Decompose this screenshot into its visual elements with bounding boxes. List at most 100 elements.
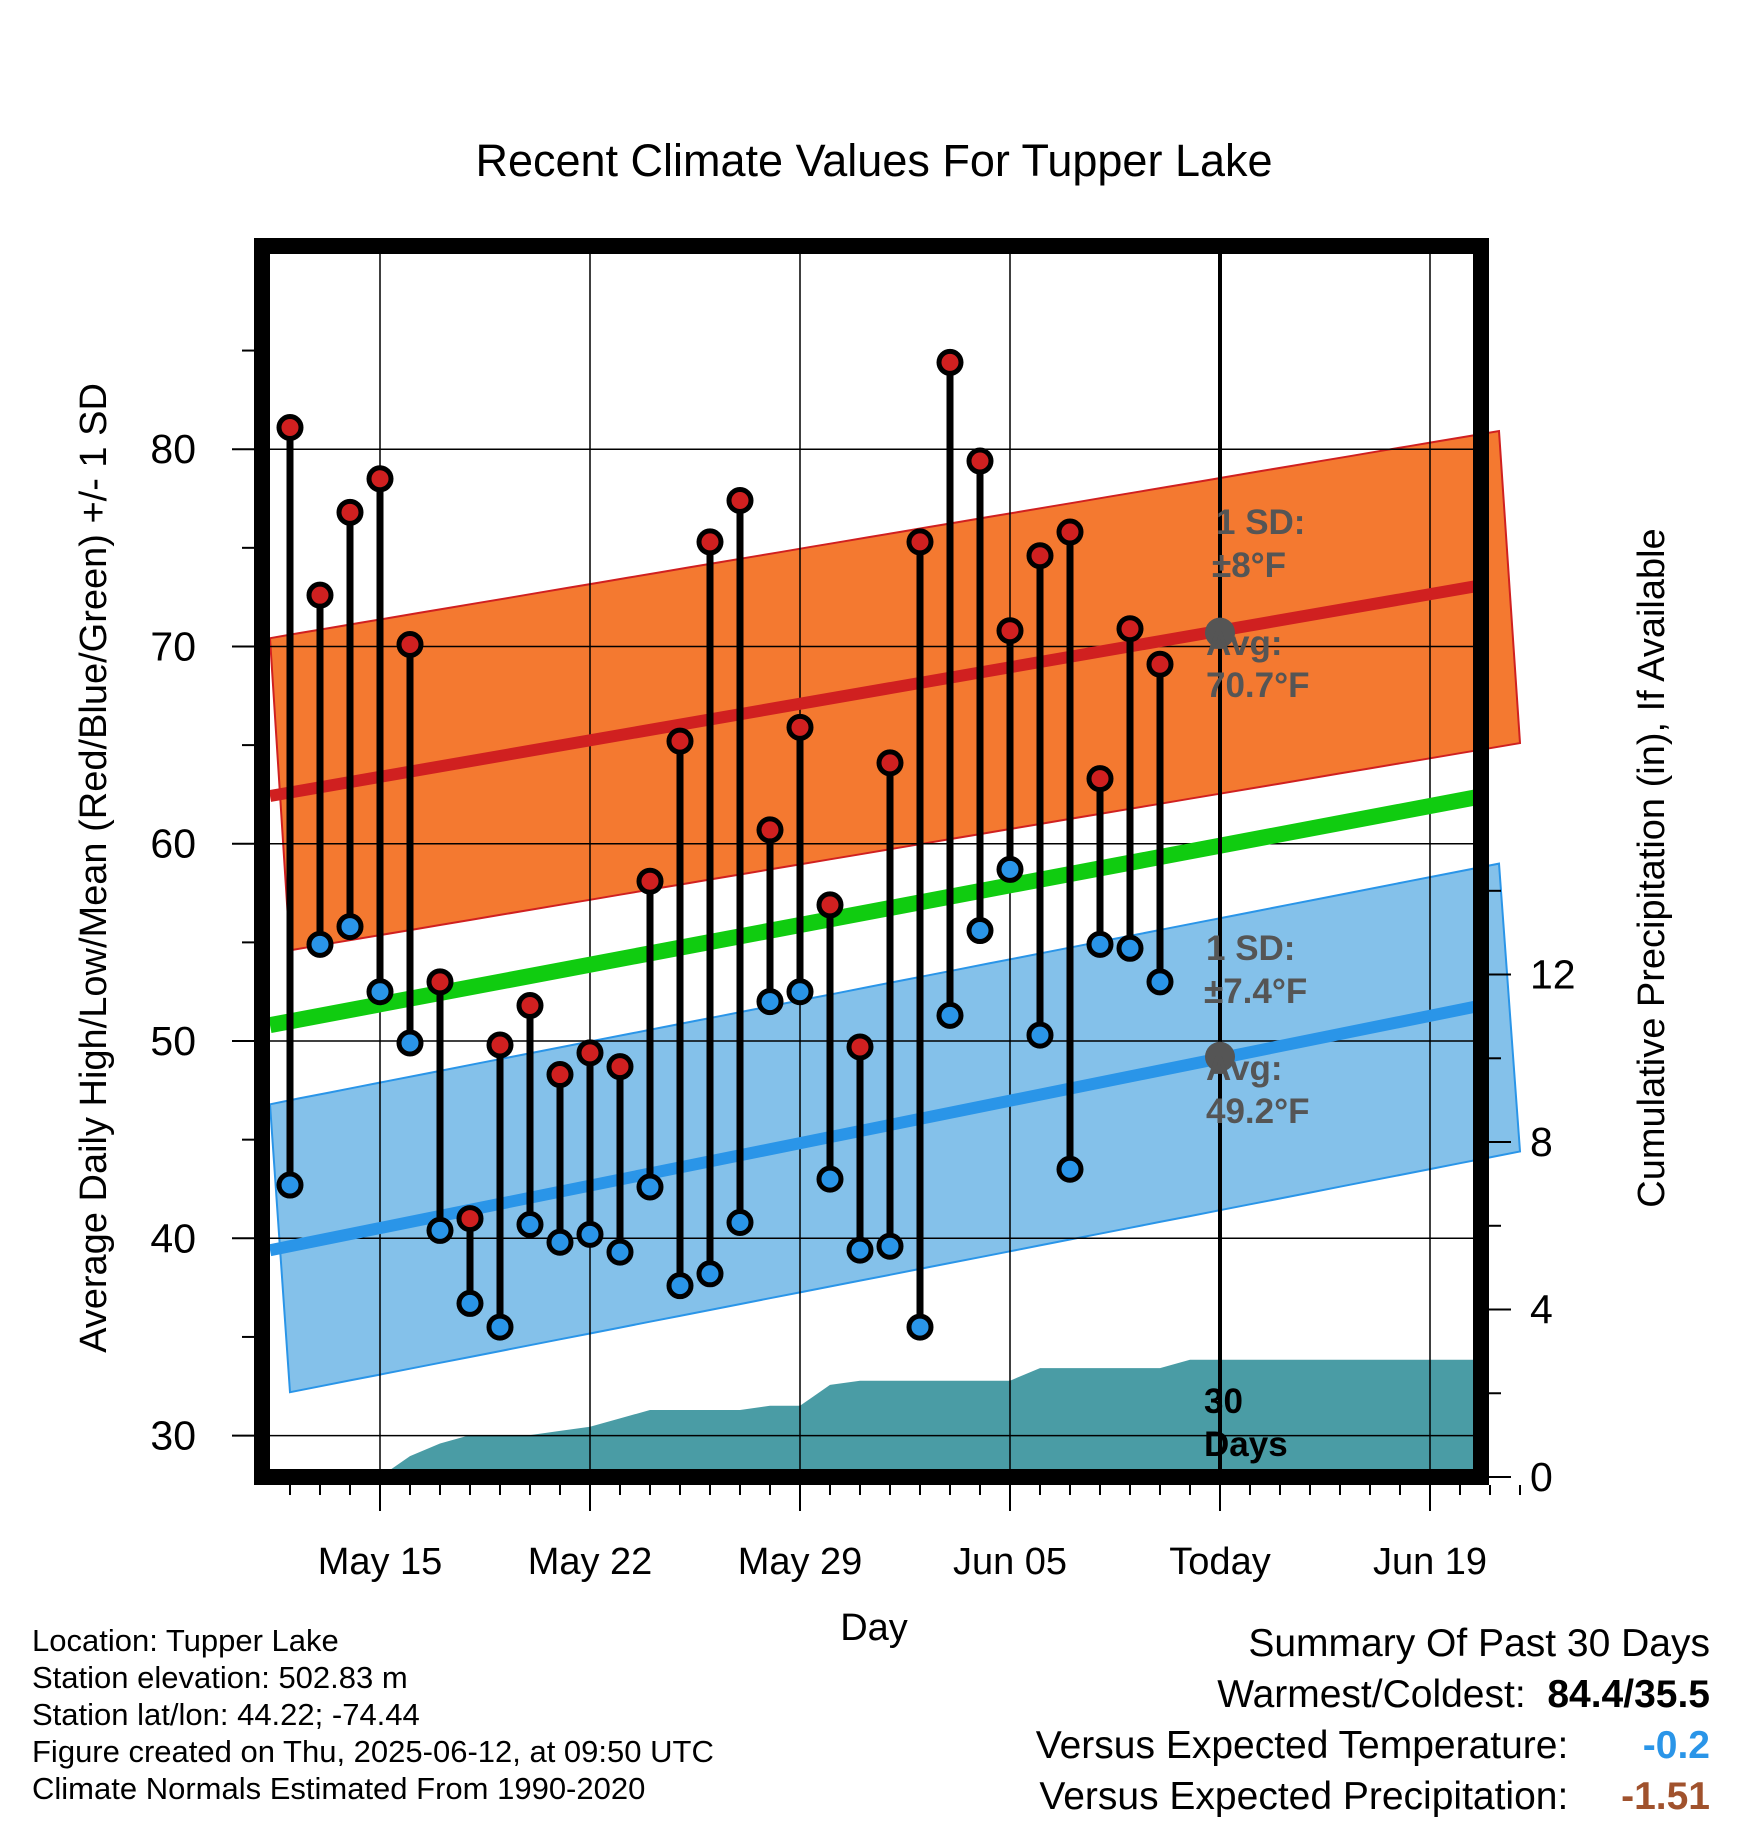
low-point [426, 1216, 454, 1244]
summary-title: Summary Of Past 30 Days [1248, 1622, 1710, 1665]
precip-label: Versus Expected Precipitation: [1039, 1775, 1569, 1818]
low-point [1116, 934, 1144, 962]
high-point [1026, 542, 1054, 570]
warmest-value: 84.4/35.5 [1547, 1673, 1710, 1716]
high-point [936, 348, 964, 376]
y2-tick-label: 4 [1530, 1287, 1553, 1333]
temp-value: -0.2 [1642, 1724, 1710, 1767]
y2-axis-label: Cumulative Precipitation (in), If Availa… [1631, 528, 1673, 1207]
low-point [996, 855, 1024, 883]
high-point [306, 581, 334, 609]
y-tick-label: 80 [150, 426, 196, 472]
normal-high-line [268, 579, 1483, 802]
high-point [456, 1205, 484, 1233]
low-point [1056, 1155, 1084, 1183]
high-point [276, 413, 304, 441]
precip-value: -1.51 [1621, 1775, 1710, 1818]
high-point [336, 498, 364, 526]
high-point [756, 816, 784, 844]
low-point [1026, 1021, 1054, 1049]
plot-frame [254, 238, 1489, 1485]
high-point [606, 1053, 634, 1081]
x-axis-label: Day [840, 1607, 908, 1649]
high-point [846, 1033, 874, 1061]
high-avg-value: 70.7°F [1206, 666, 1310, 705]
today-label-number: 30 [1204, 1382, 1243, 1421]
high-point [906, 528, 934, 556]
low-point [516, 1210, 544, 1238]
x-tick-label: May 22 [528, 1541, 653, 1583]
low-avg-value: 49.2°F [1206, 1092, 1310, 1131]
high-point [1146, 650, 1174, 678]
location-text: Location: Tupper Lake [32, 1623, 339, 1658]
y-tick-label: 30 [150, 1413, 196, 1459]
high-sd-value: ±8°F [1212, 546, 1286, 585]
low-point [576, 1220, 604, 1248]
low-point [276, 1171, 304, 1199]
temp-label: Versus Expected Temperature: [1035, 1724, 1569, 1767]
x-tick-label: Jun 19 [1373, 1541, 1487, 1583]
low-sd-value: ±7.4°F [1204, 972, 1307, 1011]
high-point [486, 1031, 514, 1059]
low-point [846, 1236, 874, 1264]
high-point [1086, 765, 1114, 793]
high-point [1116, 615, 1144, 643]
y2-tick-label: 0 [1530, 1454, 1553, 1500]
low-avg-label: Avg: [1206, 1049, 1282, 1088]
y-tick-label: 60 [150, 821, 196, 867]
low-point [486, 1313, 514, 1341]
normals-text: Climate Normals Estimated From 1990-2020 [32, 1771, 646, 1806]
x-tick-label: May 29 [738, 1541, 863, 1583]
low-point [396, 1029, 424, 1057]
y-tick-label: 50 [150, 1018, 196, 1064]
low-point [876, 1232, 904, 1260]
low-point [366, 978, 394, 1006]
created-text: Figure created on Thu, 2025-06-12, at 09… [32, 1734, 714, 1769]
high-point [396, 630, 424, 658]
y-tick-label: 70 [150, 623, 196, 669]
high-point [696, 528, 724, 556]
latlon-text: Station lat/lon: 44.22; -74.44 [32, 1697, 420, 1732]
summary-panel: Summary Of Past 30 Days Warmest/Coldest:… [1036, 1618, 1710, 1822]
high-point [546, 1061, 574, 1089]
low-sd-title: 1 SD: [1206, 929, 1295, 968]
high-point [516, 992, 544, 1020]
low-point [906, 1313, 934, 1341]
high-point [366, 465, 394, 493]
y-tick-label: 40 [150, 1215, 196, 1261]
low-point [966, 917, 994, 945]
high-point [726, 486, 754, 514]
high-point [876, 749, 904, 777]
high-sd-title: 1 SD: [1216, 503, 1305, 542]
high-point [816, 891, 844, 919]
chart-title: Recent Climate Values For Tupper Lake [475, 135, 1272, 186]
high-point [996, 617, 1024, 645]
low-point [936, 1001, 964, 1029]
low-point [726, 1209, 754, 1237]
today-label-unit: Days [1204, 1425, 1288, 1464]
y2-tick-label: 12 [1530, 952, 1576, 998]
high-point [636, 867, 664, 895]
low-point [456, 1289, 484, 1317]
high-point [1056, 518, 1084, 546]
low-point [546, 1228, 574, 1256]
low-point [606, 1238, 634, 1266]
high-point [786, 713, 814, 741]
elevation-text: Station elevation: 502.83 m [32, 1660, 408, 1695]
high-point [576, 1039, 604, 1067]
x-tick-label: Today [1169, 1541, 1270, 1583]
low-point [696, 1260, 724, 1288]
x-tick-label: May 15 [318, 1541, 443, 1583]
high-point [426, 968, 454, 996]
station-info: Location: Tupper Lake Station elevation:… [32, 1622, 714, 1807]
high-point [966, 447, 994, 475]
today-low-marker [1205, 1041, 1235, 1072]
low-point [336, 913, 364, 941]
low-point [666, 1272, 694, 1300]
low-point [636, 1173, 664, 1201]
low-point [786, 978, 814, 1006]
low-point [306, 930, 334, 958]
warmest-label: Warmest/Coldest: [1217, 1673, 1526, 1716]
